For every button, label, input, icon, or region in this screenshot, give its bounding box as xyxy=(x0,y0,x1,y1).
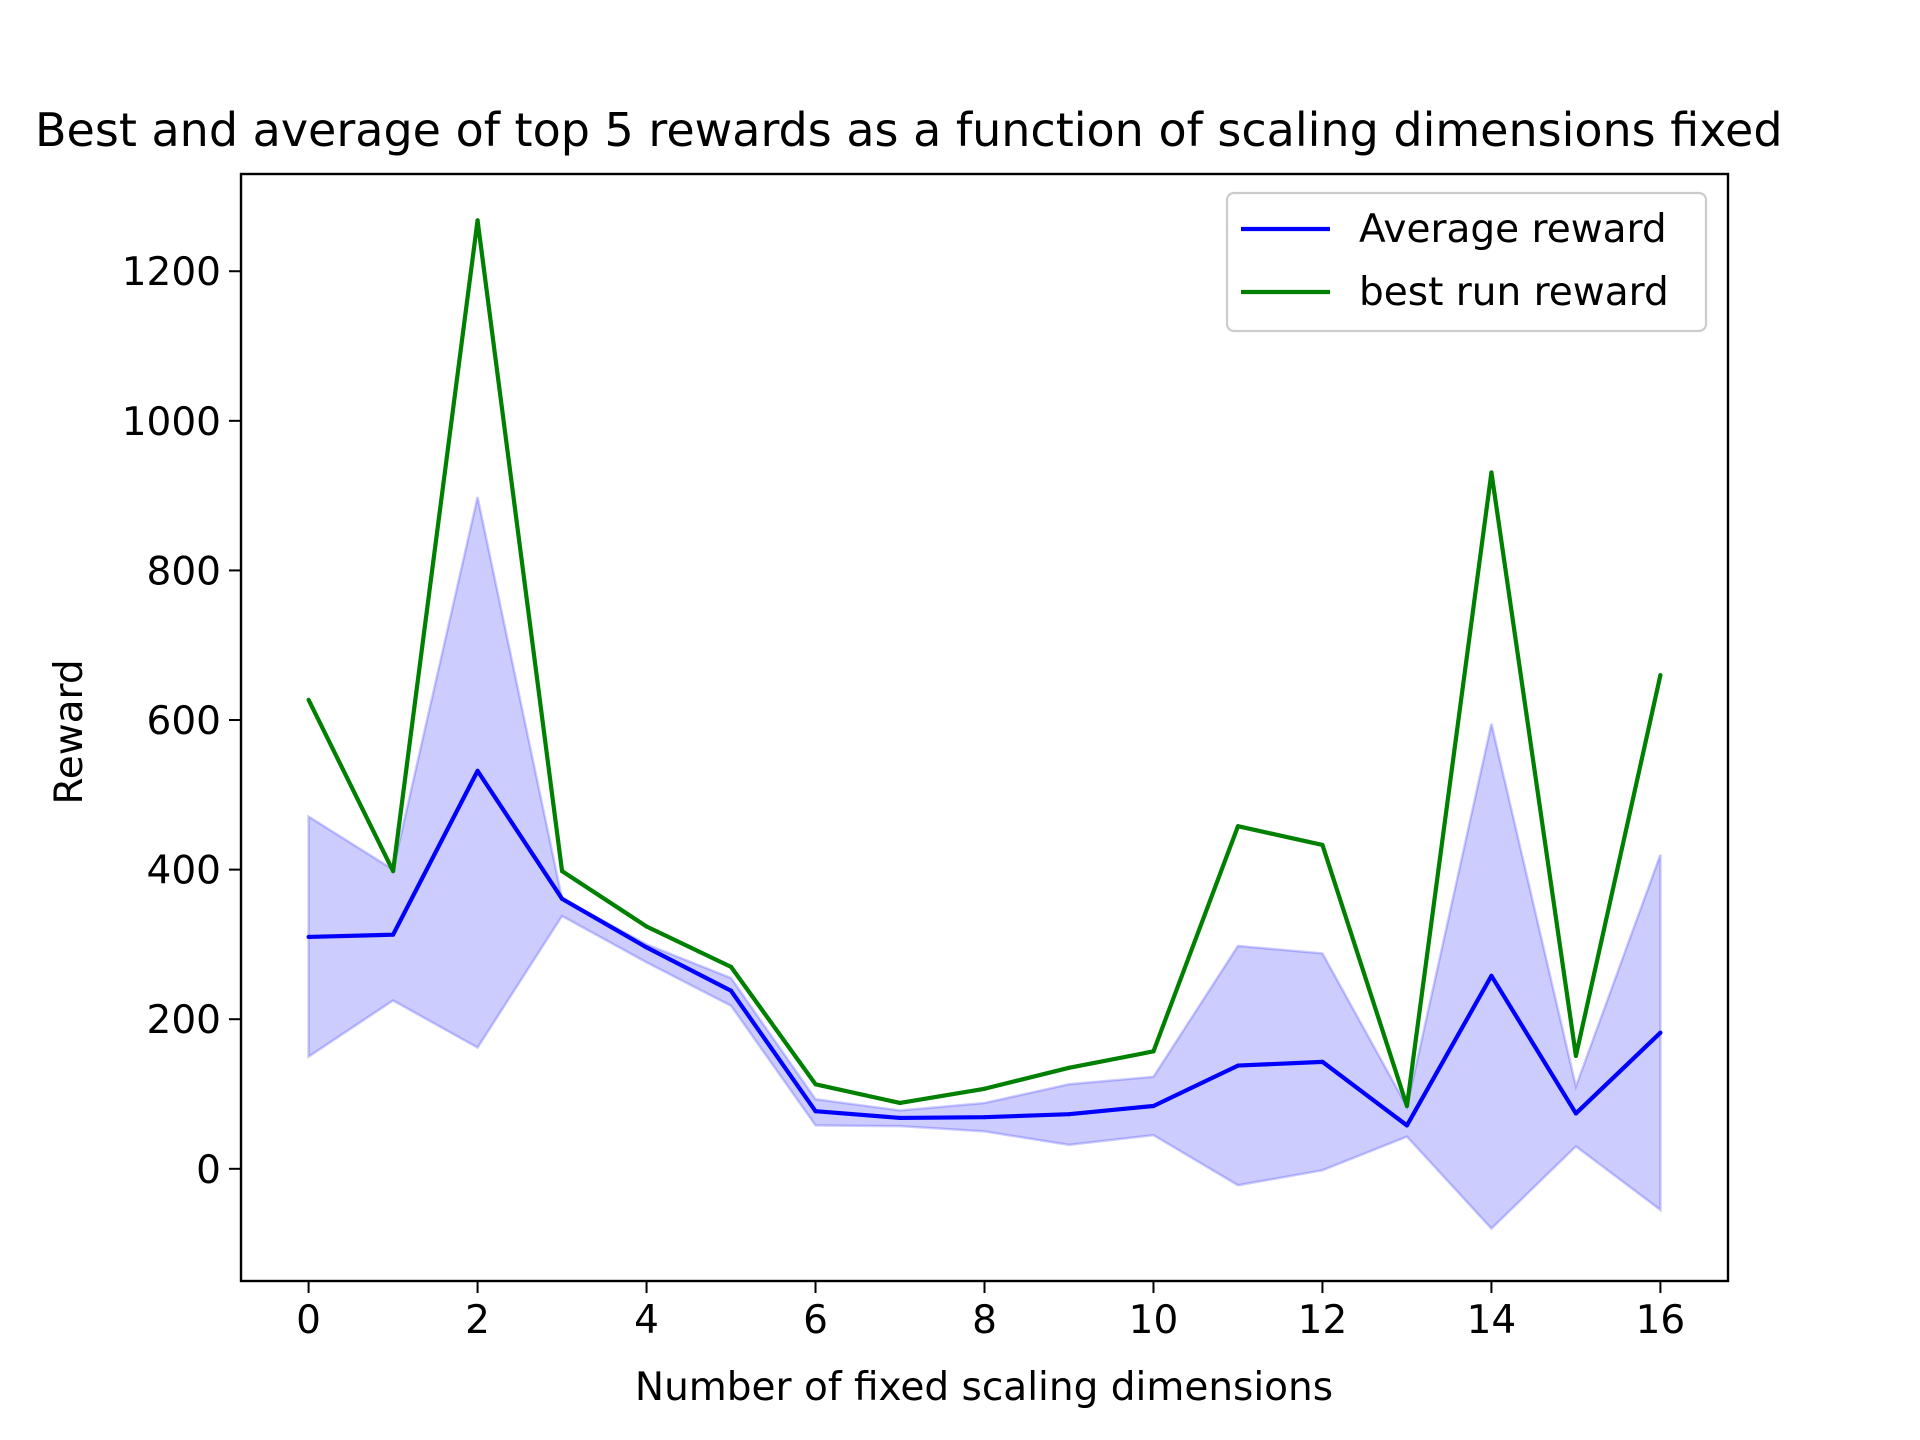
chart-title: Best and average of top 5 rewards as a f… xyxy=(35,103,1783,157)
data-point-average-reward xyxy=(813,1109,818,1114)
y-axis-label: Reward xyxy=(47,659,92,804)
data-point-best-run-reward xyxy=(728,964,734,969)
data-point-average-reward xyxy=(644,945,649,950)
data-point-best-run-reward xyxy=(559,869,565,874)
data-point-best-run-reward xyxy=(1404,1103,1410,1109)
x-tick-label: 6 xyxy=(803,1298,828,1343)
data-point-best-run-reward xyxy=(813,1082,818,1087)
x-tick-label: 10 xyxy=(1129,1298,1179,1343)
data-point-average-reward xyxy=(1151,1103,1156,1109)
data-point-best-run-reward xyxy=(897,1100,903,1106)
legend-box xyxy=(1225,191,1708,333)
data-point-best-run-reward xyxy=(1235,824,1241,829)
data-point-best-run-reward xyxy=(1658,673,1663,678)
plot-area xyxy=(306,218,1663,1231)
data-point-average-reward xyxy=(1235,1063,1241,1068)
y-tick-label: 1200 xyxy=(122,250,221,295)
data-point-average-reward xyxy=(475,768,480,773)
data-point-average-reward xyxy=(390,932,396,937)
y-tick-label: 1000 xyxy=(122,400,221,445)
y-tick-label: 400 xyxy=(147,849,221,894)
shaded-band xyxy=(307,496,1662,1231)
x-tick-label: 14 xyxy=(1467,1298,1517,1343)
data-point-average-reward xyxy=(1573,1111,1579,1116)
data-point-average-reward xyxy=(306,934,311,940)
x-tick-label: 0 xyxy=(296,1298,321,1343)
legend-label-best-run-reward: best run reward xyxy=(1359,270,1669,315)
data-point-average-reward xyxy=(728,988,734,993)
legend-label-average-reward: Average reward xyxy=(1359,207,1667,252)
x-axis-label: Number of fixed scaling dimensions xyxy=(635,1365,1333,1410)
data-point-best-run-reward xyxy=(390,869,396,874)
legend: Average reward best run reward xyxy=(1225,191,1708,333)
data-point-average-reward xyxy=(982,1115,987,1120)
y-tick-label: 200 xyxy=(147,998,221,1043)
data-point-average-reward xyxy=(559,896,565,901)
data-point-best-run-reward xyxy=(1151,1049,1156,1054)
data-point-average-reward xyxy=(897,1115,903,1121)
data-point-best-run-reward xyxy=(475,218,480,223)
y-tick-label: 600 xyxy=(147,699,221,744)
x-tick-label: 2 xyxy=(465,1298,490,1343)
data-point-average-reward xyxy=(1320,1059,1325,1064)
x-tick-label: 8 xyxy=(972,1298,997,1343)
data-point-average-reward xyxy=(1489,973,1494,978)
x-tick-label: 12 xyxy=(1298,1298,1348,1343)
axis-ticks: 0 2 4 6 8 10 12 14 16 0 200 400 600 800 1000 1200 xyxy=(122,250,1685,1343)
data-point-best-run-reward xyxy=(644,924,649,929)
data-point-average-reward xyxy=(1066,1112,1072,1117)
x-tick-label: 16 xyxy=(1636,1298,1686,1343)
data-point-best-run-reward xyxy=(1320,842,1325,848)
y-tick-label: 0 xyxy=(196,1148,221,1193)
data-point-best-run-reward xyxy=(1489,470,1494,475)
data-point-best-run-reward xyxy=(1066,1065,1072,1070)
data-point-average-reward xyxy=(1404,1123,1410,1128)
data-point-best-run-reward xyxy=(1573,1053,1579,1058)
data-point-best-run-reward xyxy=(982,1086,987,1091)
data-point-average-reward xyxy=(1658,1030,1663,1035)
x-tick-label: 4 xyxy=(634,1298,659,1343)
y-tick-label: 800 xyxy=(147,549,221,594)
data-point-best-run-reward xyxy=(306,697,311,702)
